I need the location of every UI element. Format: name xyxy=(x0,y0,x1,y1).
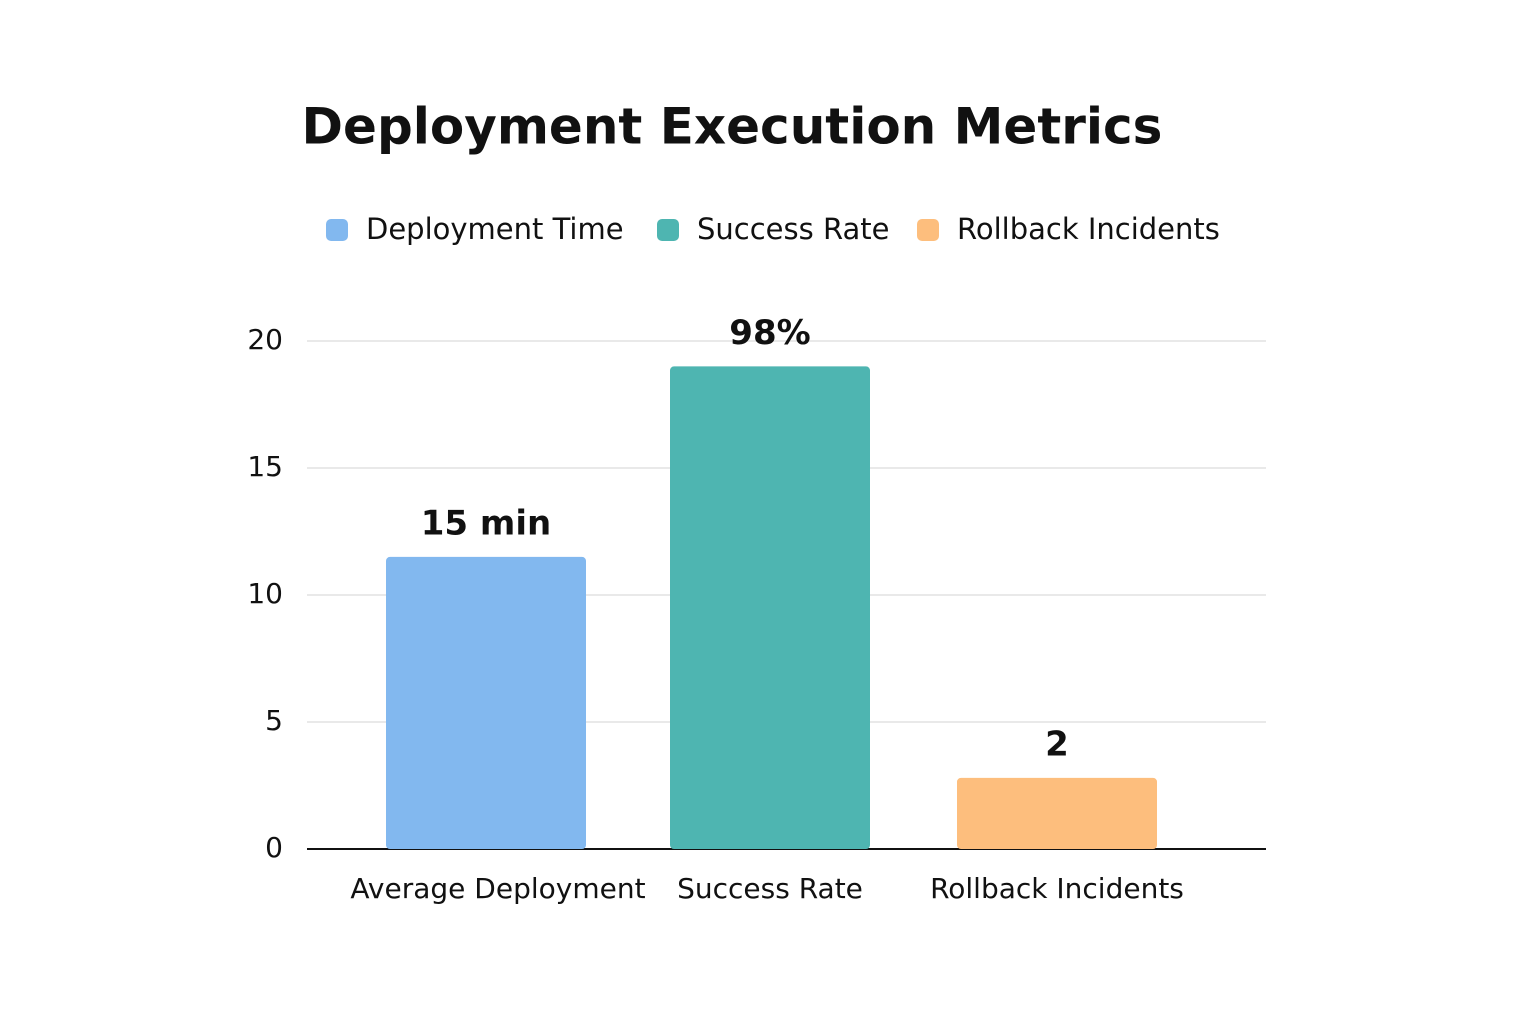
bar-label: 2 xyxy=(1045,724,1069,764)
y-tick-label: 5 xyxy=(265,704,283,737)
y-tick-label: 10 xyxy=(247,577,283,610)
bar xyxy=(957,777,1157,849)
x-tick-label: Average Deployment xyxy=(350,872,645,905)
x-tick-label: Success Rate xyxy=(677,872,863,905)
bar-label: 15 min xyxy=(421,503,551,543)
y-tick-label: 15 xyxy=(247,450,283,483)
chart-title: Deployment Execution Metrics xyxy=(302,98,1163,156)
legend-swatch xyxy=(917,219,939,241)
legend-swatch xyxy=(326,219,348,241)
legend-swatch xyxy=(657,219,679,241)
bar xyxy=(386,556,586,849)
y-tick-label: 20 xyxy=(247,323,283,356)
legend-label: Deployment Time xyxy=(366,212,624,246)
bar-label: 98% xyxy=(729,313,810,353)
bar xyxy=(670,366,870,849)
y-tick-label: 0 xyxy=(265,831,283,864)
x-tick-label: Rollback Incidents xyxy=(930,872,1184,905)
legend-label: Rollback Incidents xyxy=(957,212,1220,246)
legend-label: Success Rate xyxy=(697,212,889,246)
